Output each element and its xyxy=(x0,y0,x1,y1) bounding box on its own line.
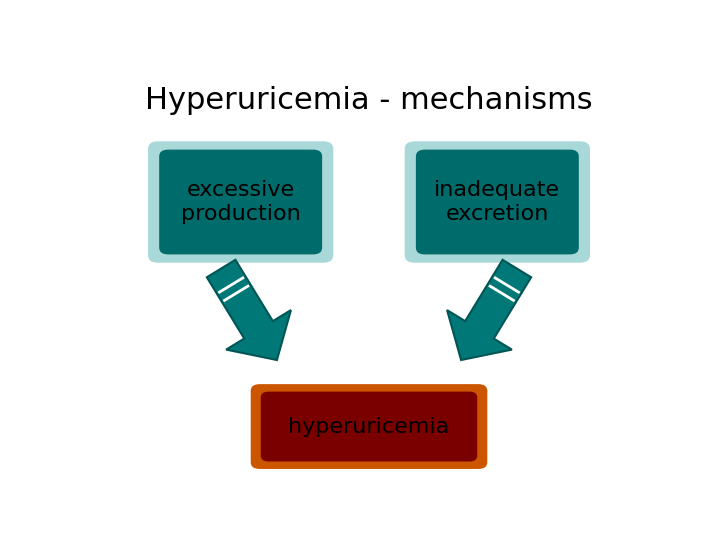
FancyBboxPatch shape xyxy=(261,392,477,462)
Text: hyperuricemia: hyperuricemia xyxy=(289,416,449,436)
FancyBboxPatch shape xyxy=(405,141,590,263)
FancyBboxPatch shape xyxy=(251,384,487,469)
Text: Hyperuricemia - mechanisms: Hyperuricemia - mechanisms xyxy=(145,85,593,114)
FancyBboxPatch shape xyxy=(416,150,579,254)
FancyBboxPatch shape xyxy=(159,150,322,254)
FancyBboxPatch shape xyxy=(148,141,333,263)
Text: inadequate
excretion: inadequate excretion xyxy=(434,180,560,224)
Text: excessive
production: excessive production xyxy=(181,180,300,224)
Polygon shape xyxy=(207,260,291,360)
Polygon shape xyxy=(447,260,531,360)
